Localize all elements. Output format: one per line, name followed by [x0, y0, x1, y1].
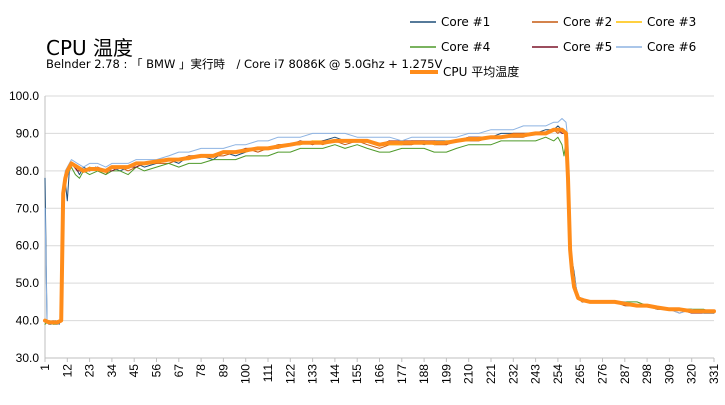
x-tick-label: 287 — [618, 364, 632, 384]
series-line-6 — [44, 118, 715, 325]
x-tick-label: 45 — [127, 364, 141, 378]
legend-label-1: Core #1 — [441, 15, 490, 29]
x-tick-label: 155 — [350, 364, 364, 384]
chart-title: CPU 温度 — [46, 36, 134, 60]
legend-label-7: CPU 平均温度 — [443, 64, 519, 79]
y-tick-label: 90.0 — [16, 126, 40, 140]
x-tick-label: 23 — [83, 364, 97, 378]
series-layer — [43, 118, 716, 325]
y-tick-label: 100.0 — [9, 89, 39, 103]
grid-layer — [45, 95, 714, 359]
x-tick-label: 320 — [685, 364, 699, 384]
x-tick-label: 1 — [38, 364, 52, 371]
x-tick-label: 309 — [662, 364, 676, 384]
y-tick-label: 80.0 — [16, 164, 40, 178]
y-tick-label: 40.0 — [16, 314, 40, 328]
x-tick-label: 199 — [439, 364, 453, 384]
x-tick-label: 12 — [60, 364, 74, 378]
x-tick-label: 177 — [395, 364, 409, 384]
series-line-3 — [44, 129, 715, 325]
legend: Core #1 Core #2 Core #3 Core #4 Core #5 Core … — [410, 15, 696, 79]
x-tick-label: 210 — [462, 364, 476, 384]
series-line-5 — [44, 129, 715, 325]
x-tick-label: 232 — [506, 364, 520, 384]
legend-label-5: Core #5 — [563, 40, 612, 54]
x-tick-label: 111 — [261, 364, 275, 383]
y-tick-label: 50.0 — [16, 276, 40, 290]
legend-label-2: Core #2 — [563, 15, 612, 29]
legend-label-4: Core #4 — [441, 40, 490, 54]
x-tick-label: 254 — [551, 364, 565, 384]
x-tick-label: 67 — [172, 364, 186, 378]
axis-layer: 30.0 40.0 50.0 60.0 70.0 80.0 90.0 100.0 1 12 23 34… — [9, 89, 721, 384]
x-tick-label: 144 — [328, 364, 342, 384]
x-tick-label: 89 — [216, 364, 230, 378]
x-tick-label: 221 — [484, 364, 498, 384]
x-tick-label: 276 — [596, 364, 610, 384]
series-line-2 — [44, 129, 715, 325]
y-tick-label: 70.0 — [16, 201, 40, 215]
x-tick-label: 243 — [529, 364, 543, 384]
x-tick-label: 100 — [239, 364, 253, 384]
y-tick-label: 30.0 — [16, 351, 40, 365]
x-tick-label: 56 — [150, 364, 164, 378]
x-tick-label: 34 — [105, 364, 119, 378]
x-tick-label: 133 — [306, 364, 320, 384]
x-tick-label: 331 — [707, 364, 721, 384]
x-tick-label: 298 — [640, 364, 654, 384]
series-line-1 — [44, 125, 715, 325]
x-tick-label: 166 — [373, 364, 387, 384]
legend-label-6: Core #6 — [647, 40, 696, 54]
chart-subtitle: Belnder 2.78 : 「 BMW 」実行時 / Core i7 8086… — [46, 57, 443, 71]
series-line-7 — [43, 127, 716, 325]
x-tick-label: 265 — [573, 364, 587, 384]
legend-label-3: Core #3 — [647, 15, 696, 29]
x-tick-label: 188 — [417, 364, 431, 384]
series-line-4 — [44, 136, 715, 325]
y-tick-label: 60.0 — [16, 239, 40, 253]
x-tick-label: 78 — [194, 364, 208, 378]
x-tick-label: 122 — [283, 364, 297, 384]
